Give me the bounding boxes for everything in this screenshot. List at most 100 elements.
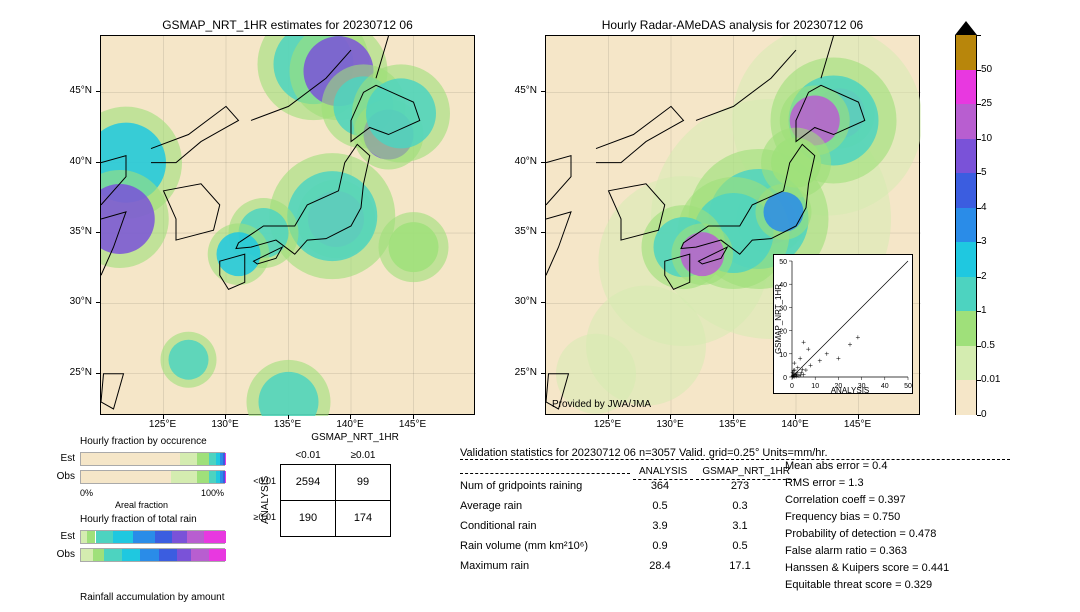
right-map: Provided by JWA/JMA 00101020203030404050… [545, 35, 920, 415]
colorbar-tick: 0 [981, 409, 1021, 420]
colorbar-tick: 1 [981, 305, 1021, 316]
stats-hdr-analysis: ANALYSIS [633, 466, 693, 480]
stat-val-analysis: 28.4 [630, 560, 690, 572]
left-map [100, 35, 475, 415]
metric-value: 0.478 [909, 528, 937, 540]
ctg-row-hdr-1: ≥0.01 [240, 512, 276, 522]
ctg-cell-00: 2594 [281, 464, 336, 500]
metric-value: 1.3 [848, 477, 863, 489]
colorbar: 00.010.512345102550 [955, 35, 977, 415]
contingency-title: GSMAP_NRT_1HR [300, 432, 410, 443]
ctg-row-hdr-0: <0.01 [240, 476, 276, 486]
y-tick-label: 40°N [497, 156, 537, 167]
fraction-bar-label: Obs [45, 549, 75, 560]
x-tick-label: 145°E [393, 419, 433, 430]
fraction-bar [80, 470, 225, 484]
y-tick-label: 45°N [497, 85, 537, 96]
metric-value: 0.363 [879, 545, 907, 557]
left-map-svg [101, 36, 476, 416]
metric-value: 0.4 [872, 460, 887, 472]
colorbar-tick: 0.5 [981, 340, 1021, 351]
x-tick-label: 130°E [650, 419, 690, 430]
metric-label: Hanssen & Kuipers score = [785, 562, 919, 574]
stat-label: Num of gridpoints raining [460, 480, 630, 492]
fraction-occurrence-label: Hourly fraction by occurence [80, 436, 207, 447]
x-tick-label: 145°E [838, 419, 878, 430]
metric-label: Frequency bias = [785, 511, 870, 523]
stats-metrics-table: Mean abs error = 0.4 RMS error = 1.3 Corre… [785, 460, 949, 596]
stat-label: Maximum rain [460, 560, 630, 572]
x-tick-label: 140°E [775, 419, 815, 430]
y-tick-label: 45°N [52, 85, 92, 96]
ctg-col-hdr-0: <0.01 [281, 448, 336, 464]
colorbar-tick: 5 [981, 167, 1021, 178]
svg-text:10: 10 [811, 383, 819, 390]
stat-val-gsmap: 0.5 [690, 540, 790, 552]
svg-text:ANALYSIS: ANALYSIS [831, 386, 870, 395]
ctg-cell-11: 174 [336, 500, 391, 536]
y-tick-label: 30°N [497, 296, 537, 307]
svg-text:GSMAP_NRT_1HR: GSMAP_NRT_1HR [774, 284, 783, 354]
colorbar-tick: 10 [981, 133, 1021, 144]
svg-text:0: 0 [783, 375, 787, 382]
stat-label: Average rain [460, 500, 630, 512]
x-tick-label: 140°E [330, 419, 370, 430]
stat-val-analysis: 3.9 [630, 520, 690, 532]
scatter-inset: 0010102020303040405050ANALYSISGSMAP_NRT_… [773, 254, 913, 394]
y-tick-label: 25°N [52, 367, 92, 378]
stat-val-analysis: 0.9 [630, 540, 690, 552]
metric-label: Probability of detection = [785, 528, 906, 540]
svg-text:50: 50 [904, 383, 912, 390]
colorbar-tick: 4 [981, 202, 1021, 213]
left-map-title: GSMAP_NRT_1HR estimates for 20230712 06 [100, 18, 475, 32]
colorbar-tick: 3 [981, 236, 1021, 247]
validation-title: Validation statistics for 20230712 06 n=… [460, 447, 1010, 460]
metric-value: 0.329 [905, 579, 933, 591]
metric-label: Equitable threat score = [785, 579, 902, 591]
colorbar-tick: 50 [981, 64, 1021, 75]
contingency-table: GSMAP_NRT_1HR ANALYSIS <0.01 ≥0.01 2594 … [280, 448, 391, 537]
stats-comparison-table: ANALYSIS GSMAP_NRT_1HR Num of gridpoints… [460, 465, 796, 580]
fraction-bar [80, 530, 225, 544]
metric-value: 0.397 [878, 494, 906, 506]
ctg-cell-01: 99 [336, 464, 391, 500]
stats-hdr-gsmap: GSMAP_NRT_1HR [696, 466, 796, 480]
stat-val-gsmap: 3.1 [690, 520, 790, 532]
colorbar-tick: 2 [981, 271, 1021, 282]
y-tick-label: 30°N [52, 296, 92, 307]
metric-label: RMS error = [785, 477, 845, 489]
x-tick-label: 125°E [143, 419, 183, 430]
colorbar-tick: 25 [981, 98, 1021, 109]
stat-label: Conditional rain [460, 520, 630, 532]
metric-label: Mean abs error = [785, 460, 869, 472]
stat-val-analysis: 364 [630, 480, 690, 492]
x-tick-label: 130°E [205, 419, 245, 430]
x-tick-label: 135°E [268, 419, 308, 430]
fraction-bar-label: Est [45, 453, 75, 464]
y-tick-label: 35°N [497, 226, 537, 237]
stat-val-gsmap: 273 [690, 480, 790, 492]
fraction-total-rain-label: Hourly fraction of total rain [80, 514, 197, 525]
figure-container: GSMAP_NRT_1HR estimates for 20230712 06 … [0, 0, 1080, 612]
metric-label: False alarm ratio = [785, 545, 876, 557]
rainfall-accumulation-label: Rainfall accumulation by amount [80, 592, 225, 603]
metric-label: Correlation coeff = [785, 494, 875, 506]
svg-text:50: 50 [779, 259, 787, 266]
svg-text:0: 0 [790, 383, 794, 390]
scatter-plot: 0010102020303040405050ANALYSISGSMAP_NRT_… [774, 255, 914, 395]
fraction-bar [80, 452, 225, 466]
colorbar-tick: 0.01 [981, 374, 1021, 385]
stat-val-gsmap: 17.1 [690, 560, 790, 572]
ctg-col-hdr-1: ≥0.01 [336, 448, 391, 464]
fraction-bar [80, 548, 225, 562]
x-tick-label: 125°E [588, 419, 628, 430]
y-tick-label: 25°N [497, 367, 537, 378]
attribution-text: Provided by JWA/JMA [552, 399, 651, 410]
svg-text:40: 40 [881, 383, 889, 390]
y-tick-label: 35°N [52, 226, 92, 237]
metric-value: 0.441 [922, 562, 950, 574]
right-map-title: Hourly Radar-AMeDAS analysis for 2023071… [545, 18, 920, 32]
stat-val-gsmap: 0.3 [690, 500, 790, 512]
fraction-bar-label: Est [45, 531, 75, 542]
y-tick-label: 40°N [52, 156, 92, 167]
